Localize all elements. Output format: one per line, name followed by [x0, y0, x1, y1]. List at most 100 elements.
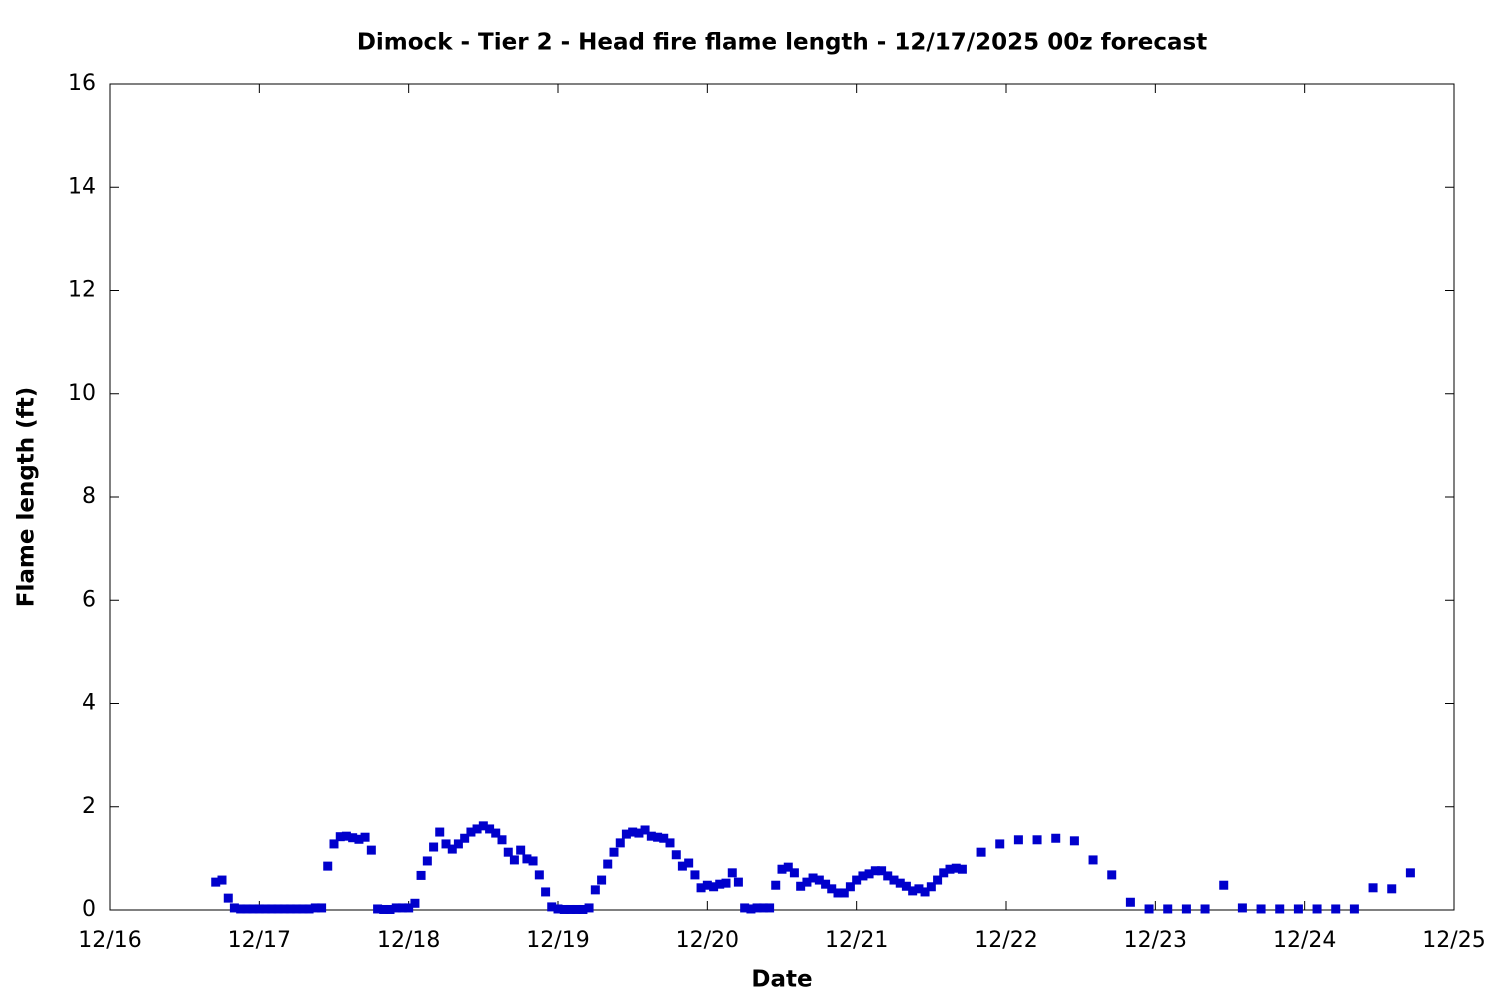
point	[236, 904, 246, 914]
point	[814, 875, 824, 885]
point	[279, 904, 289, 914]
point	[416, 870, 426, 880]
y-tick-label: 12	[68, 278, 96, 303]
point	[926, 882, 936, 892]
point	[690, 870, 700, 880]
point	[472, 824, 482, 834]
point	[261, 904, 271, 914]
point	[715, 879, 725, 889]
point	[541, 887, 551, 897]
point	[379, 904, 389, 914]
point	[1163, 904, 1173, 914]
point	[808, 873, 818, 883]
point	[653, 832, 663, 842]
point	[609, 847, 619, 857]
point	[323, 861, 333, 871]
point	[1051, 833, 1061, 843]
point	[933, 875, 943, 885]
point	[671, 850, 681, 860]
y-tick-label: 10	[68, 381, 96, 406]
point	[1312, 904, 1322, 914]
point	[211, 877, 221, 887]
point	[254, 904, 264, 914]
point	[839, 888, 849, 898]
point	[877, 866, 887, 876]
x-tick-label: 12/18	[377, 928, 440, 953]
point	[354, 834, 364, 844]
point	[976, 847, 986, 857]
point	[945, 864, 955, 874]
point	[366, 845, 376, 855]
point	[410, 898, 420, 908]
point	[995, 839, 1005, 849]
point	[1368, 883, 1378, 893]
point	[547, 902, 557, 912]
x-tick-label: 12/17	[228, 928, 291, 953]
point	[721, 878, 731, 888]
x-tick-label: 12/22	[974, 928, 1037, 953]
point	[310, 903, 320, 913]
point	[852, 875, 862, 885]
point	[453, 839, 463, 849]
point	[578, 904, 588, 914]
point	[1088, 855, 1098, 865]
point	[709, 882, 719, 892]
point	[1200, 904, 1210, 914]
point	[422, 856, 432, 866]
point	[771, 880, 781, 890]
point	[1405, 868, 1415, 878]
point	[665, 838, 675, 848]
point	[702, 880, 712, 890]
point	[503, 847, 513, 857]
point	[385, 904, 395, 914]
point	[466, 827, 476, 837]
point	[752, 903, 762, 913]
x-tick-label: 12/20	[676, 928, 739, 953]
point	[783, 862, 793, 872]
point	[485, 824, 495, 834]
x-tick-label: 12/23	[1124, 928, 1187, 953]
y-tick-label: 0	[82, 897, 96, 922]
point	[397, 903, 407, 913]
y-tick-label: 16	[68, 71, 96, 96]
point	[317, 903, 327, 913]
point	[429, 842, 439, 852]
point	[1032, 835, 1042, 845]
point	[590, 885, 600, 895]
point	[895, 878, 905, 888]
point	[248, 904, 258, 914]
point	[404, 903, 414, 913]
point	[827, 884, 837, 894]
point	[329, 839, 339, 849]
point	[802, 877, 812, 887]
point	[478, 821, 488, 831]
point	[1069, 836, 1079, 846]
point	[285, 904, 295, 914]
point	[796, 881, 806, 891]
point	[509, 855, 519, 865]
point	[1331, 904, 1341, 914]
point	[435, 827, 445, 837]
point	[491, 828, 501, 838]
point	[1256, 904, 1266, 914]
point	[740, 903, 750, 913]
point	[565, 904, 575, 914]
point	[914, 884, 924, 894]
x-tick-label: 12/25	[1422, 928, 1485, 953]
point	[646, 831, 656, 841]
point	[696, 883, 706, 893]
point	[603, 859, 613, 869]
point	[223, 893, 233, 903]
y-axis-label: Flame length (ft)	[14, 387, 40, 607]
point	[821, 879, 831, 889]
point	[229, 903, 239, 913]
point	[447, 844, 457, 854]
point	[758, 903, 768, 913]
point	[920, 887, 930, 897]
point	[777, 864, 787, 874]
point	[460, 833, 470, 843]
point	[1107, 870, 1117, 880]
y-tick-label: 14	[68, 174, 96, 199]
y-tick-label: 6	[82, 587, 96, 612]
